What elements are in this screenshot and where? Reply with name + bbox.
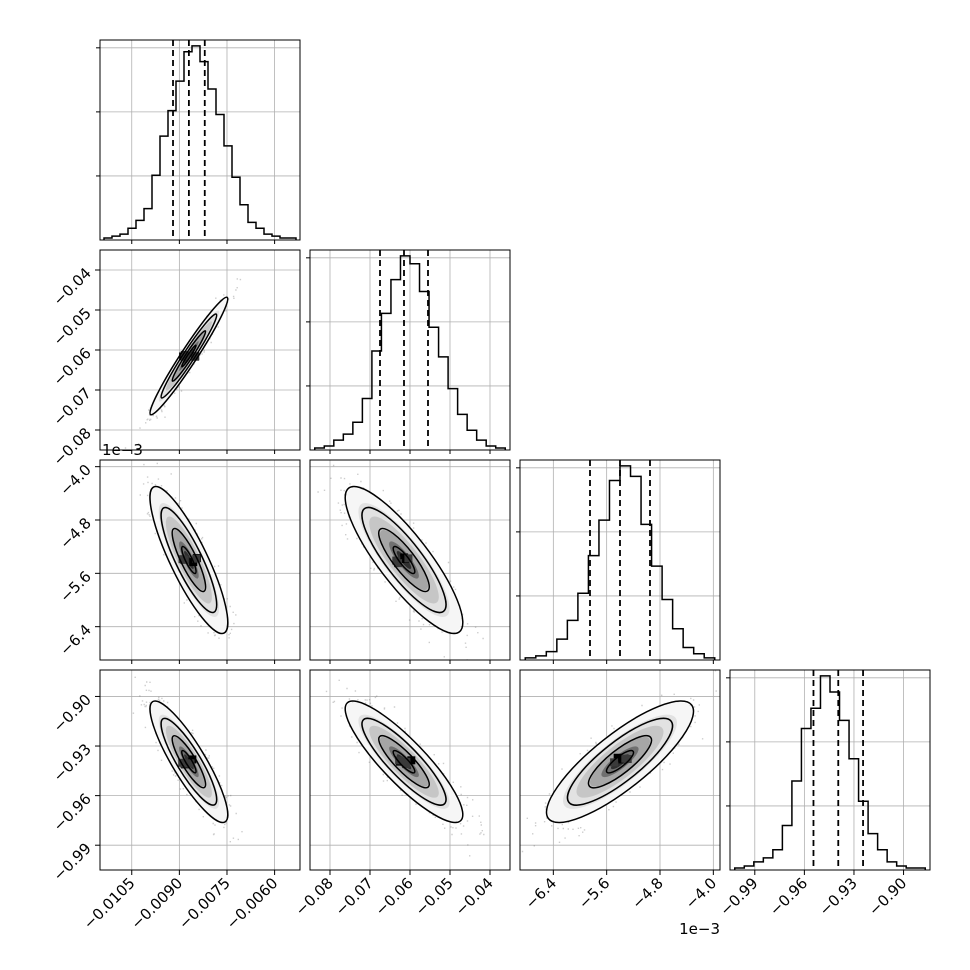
y-tick-label: −0.06	[50, 344, 95, 389]
density-contour	[587, 734, 653, 789]
density-panel-0-3	[100, 670, 300, 870]
density-contour	[566, 717, 674, 806]
y-tick-label: −0.96	[50, 790, 95, 835]
x-tick-label: −0.07	[332, 874, 377, 919]
x-tick-label: −6.4	[522, 874, 560, 912]
density-contour	[180, 545, 197, 575]
y-tick-label: −0.99	[50, 839, 95, 884]
x-tick-label: −4.8	[628, 874, 666, 912]
x-tick-label: −0.93	[816, 874, 861, 919]
density-contour	[545, 700, 695, 824]
density-panel-0-2	[100, 460, 300, 660]
y-tick-label: −0.04	[50, 264, 95, 309]
density-contour	[149, 485, 229, 635]
histogram-step-0	[103, 45, 297, 240]
x-tick-label: −0.0105	[80, 874, 139, 933]
y-tick-label: −4.8	[56, 514, 94, 552]
density-contour	[605, 749, 635, 774]
density-contour	[171, 734, 207, 789]
density-contour	[149, 700, 229, 824]
density-contour	[149, 296, 229, 416]
x-tick-label: −0.06	[372, 874, 417, 919]
density-contour	[392, 545, 416, 575]
density-contour	[344, 485, 464, 635]
density-frame-0-3	[99, 669, 301, 871]
density-contour	[361, 506, 447, 614]
density-core-cell	[402, 757, 411, 766]
density-contour	[160, 717, 218, 806]
density-frame-2-3	[519, 669, 721, 871]
x-tick-label: −5.6	[575, 874, 613, 912]
x-tick-label: −0.0090	[127, 874, 186, 933]
density-core-cell	[610, 758, 619, 767]
density-core-cell	[192, 554, 201, 563]
density-panel-1-3	[310, 670, 510, 870]
density-frame-0-2	[99, 459, 301, 661]
y-tick-label: −0.05	[50, 304, 95, 349]
density-contour	[392, 749, 416, 774]
x-tick-label: −4.0	[682, 874, 720, 912]
histogram-step-3	[734, 675, 926, 870]
density-contour	[171, 527, 207, 593]
density-contour	[344, 700, 464, 824]
x-tick-label: −0.90	[865, 874, 910, 919]
histogram-frame-2	[519, 459, 721, 661]
density-core-cell	[395, 756, 404, 765]
density-contour	[378, 527, 430, 593]
density-core-cell	[178, 758, 187, 767]
x-offset-label: 1e−3	[679, 920, 720, 938]
density-core-cell	[407, 756, 416, 765]
y-tick-label: −6.4	[56, 621, 94, 659]
y-offset-label: 1e−3	[102, 441, 143, 459]
x-tick-label: −0.99	[716, 874, 761, 919]
x-tick-label: −0.04	[452, 874, 497, 919]
density-contour	[378, 734, 430, 789]
density-panel-0-1	[100, 250, 300, 450]
density-contour	[160, 506, 218, 614]
density-contour	[160, 313, 218, 399]
y-tick-label: −0.07	[50, 384, 95, 429]
x-tick-label: −0.05	[412, 874, 457, 919]
density-contour	[180, 344, 197, 368]
density-core-cell	[186, 759, 195, 768]
histogram-frame-3	[729, 669, 931, 871]
density-contour	[180, 749, 197, 774]
y-tick-label: −5.6	[56, 567, 94, 605]
density-panel-1-2	[310, 460, 510, 660]
x-tick-label: −0.96	[766, 874, 811, 919]
x-tick-label: −0.0060	[223, 874, 282, 933]
density-core-cell	[178, 555, 187, 564]
x-tick-label: −0.08	[292, 874, 337, 919]
y-tick-label: −0.90	[50, 691, 95, 736]
y-tick-label: −0.08	[50, 424, 95, 469]
histogram-step-1	[314, 255, 506, 450]
histogram-frame-0	[99, 39, 301, 241]
density-panel-2-3	[520, 670, 720, 870]
y-tick-label: −0.93	[50, 740, 95, 785]
density-contour	[361, 717, 447, 806]
density-core-cell	[394, 559, 403, 568]
density-core-cell	[623, 755, 632, 764]
density-contour	[171, 330, 207, 382]
x-tick-label: −0.0075	[175, 874, 234, 933]
